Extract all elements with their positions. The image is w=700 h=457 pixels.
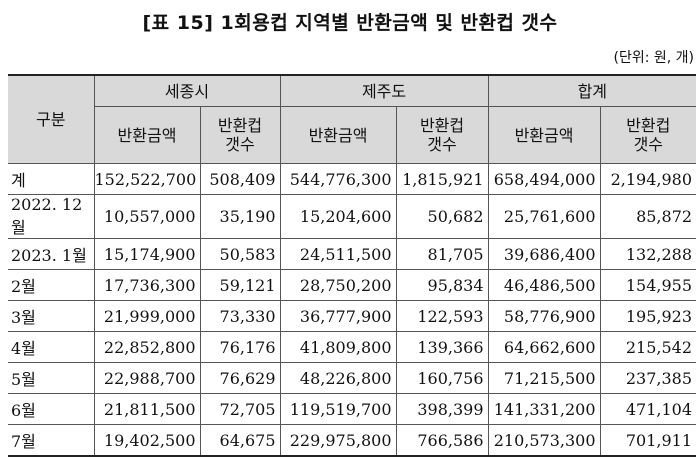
amount-cell: 119,519,700 xyxy=(279,393,397,425)
cup-count-cell: 701,911 xyxy=(599,424,697,457)
amount-cell: 25,761,600 xyxy=(487,194,601,239)
header-cups: 반환컵 갯수 xyxy=(395,106,489,164)
cup-count-cell: 35,190 xyxy=(199,194,281,239)
amount-cell: 41,809,800 xyxy=(279,331,397,363)
amount-cell: 544,776,300 xyxy=(279,163,397,195)
cup-count-cell: 508,409 xyxy=(199,163,281,195)
cup-count-cell: 76,629 xyxy=(199,362,281,394)
cup-count-cell: 73,330 xyxy=(199,300,281,332)
row-label: 7월 xyxy=(8,424,95,457)
amount-cell: 10,557,000 xyxy=(93,194,201,239)
row-label: 3월 xyxy=(8,300,95,332)
header-cups-line2: 갯수 xyxy=(225,135,255,154)
header-cups-line1: 반환컵 xyxy=(626,116,671,135)
amount-cell: 141,331,200 xyxy=(487,393,601,425)
table-row: 6월 21,811,500 72,705 119,519,700 398,399 141,… xyxy=(8,393,697,425)
amount-cell: 17,736,300 xyxy=(93,269,201,301)
cup-count-cell: 81,705 xyxy=(395,238,489,270)
amount-cell: 39,686,400 xyxy=(487,238,601,270)
header-cups-line2: 갯수 xyxy=(633,135,664,154)
amount-cell: 46,486,500 xyxy=(487,269,601,301)
cup-count-cell: 95,834 xyxy=(395,269,489,301)
amount-cell: 15,204,600 xyxy=(279,194,397,239)
amount-cell: 210,573,300 xyxy=(487,424,601,457)
amount-cell: 19,402,500 xyxy=(93,424,201,457)
header-region-sejong: 세종시 xyxy=(93,74,281,107)
cup-count-cell: 766,586 xyxy=(395,424,489,457)
cup-count-cell: 471,104 xyxy=(599,393,697,425)
header-amount: 반환금액 xyxy=(487,106,601,164)
row-label: 5월 xyxy=(8,362,95,394)
unit-note: (단위: 원, 개) xyxy=(613,50,694,66)
row-label: 2022. 12월 xyxy=(8,194,95,239)
cup-count-cell: 85,872 xyxy=(599,194,697,239)
cup-count-cell: 1,815,921 xyxy=(395,163,489,195)
cup-count-cell: 72,705 xyxy=(199,393,281,425)
cup-count-cell: 132,288 xyxy=(599,238,697,270)
row-label: 2023. 1월 xyxy=(8,238,95,270)
cup-count-cell: 215,542 xyxy=(599,331,697,363)
amount-cell: 21,811,500 xyxy=(93,393,201,425)
row-label: 계 xyxy=(8,163,95,195)
amount-cell: 48,226,800 xyxy=(279,362,397,394)
header-category: 구분 xyxy=(8,74,95,164)
row-label: 4월 xyxy=(8,331,95,363)
cup-count-cell: 154,955 xyxy=(599,269,697,301)
table-body: 계 152,522,700 508,409 544,776,300 1,815,921 6… xyxy=(8,163,697,457)
cup-count-cell: 2,194,980 xyxy=(599,163,697,195)
table-row: 4월 22,852,800 76,176 41,809,800 139,366 64,66… xyxy=(8,331,697,363)
return-table: 구분 세종시 제주도 합계 반환금액 반환컵 갯수 반환금액 반환컵 갯수 반환금액… xyxy=(8,74,697,457)
cup-count-cell: 160,756 xyxy=(395,362,489,394)
cup-count-cell: 50,583 xyxy=(199,238,281,270)
cup-count-cell: 237,385 xyxy=(599,362,697,394)
row-label: 2월 xyxy=(8,269,95,301)
table-row: 3월 21,999,000 73,330 36,777,900 122,593 58,77… xyxy=(8,300,697,332)
cup-count-cell: 139,366 xyxy=(395,331,489,363)
amount-cell: 15,174,900 xyxy=(93,238,201,270)
cup-count-cell: 398,399 xyxy=(395,393,489,425)
amount-cell: 28,750,200 xyxy=(279,269,397,301)
header-amount: 반환금액 xyxy=(94,106,201,164)
amount-cell: 24,511,500 xyxy=(279,238,397,270)
amount-cell: 658,494,000 xyxy=(487,163,601,195)
header-cups-line2: 갯수 xyxy=(427,135,457,154)
table-row: 계 152,522,700 508,409 544,776,300 1,815,921 6… xyxy=(8,163,697,195)
table-row: 7월 19,402,500 64,675 229,975,800 766,586 210,… xyxy=(8,424,697,457)
amount-cell: 229,975,800 xyxy=(279,424,397,457)
cup-count-cell: 59,121 xyxy=(199,269,281,301)
table-row: 2월 17,736,300 59,121 28,750,200 95,834 46,486… xyxy=(8,269,697,301)
amount-cell: 22,852,800 xyxy=(93,331,201,363)
cup-count-cell: 76,176 xyxy=(199,331,281,363)
amount-cell: 71,215,500 xyxy=(487,362,601,394)
amount-cell: 36,777,900 xyxy=(279,300,397,332)
table-title: [표 15] 1회용컵 지역별 반환금액 및 반환컵 갯수 xyxy=(142,12,558,34)
header-cups-line1: 반환컵 xyxy=(217,116,263,135)
row-label: 6월 xyxy=(8,393,95,425)
amount-cell: 58,776,900 xyxy=(487,300,601,332)
header-cups-line1: 반환컵 xyxy=(419,116,465,135)
amount-cell: 152,522,700 xyxy=(93,163,201,195)
table-row: 2023. 1월 15,174,900 50,583 24,511,500 81,705… xyxy=(8,238,697,270)
cup-count-cell: 50,682 xyxy=(395,194,489,239)
cup-count-cell: 122,593 xyxy=(395,300,489,332)
header-cups: 반환컵 갯수 xyxy=(599,106,697,164)
amount-cell: 22,988,700 xyxy=(93,362,201,394)
table-row: 2022. 12월 10,557,000 35,190 15,204,600 50,68… xyxy=(8,194,697,239)
header-region-jeju: 제주도 xyxy=(279,74,489,107)
cup-count-cell: 64,675 xyxy=(199,424,281,457)
header-cups: 반환컵 갯수 xyxy=(199,106,281,164)
table-row: 5월 22,988,700 76,629 48,226,800 160,756 71,21… xyxy=(8,362,697,394)
amount-cell: 21,999,000 xyxy=(93,300,201,332)
header-amount: 반환금액 xyxy=(279,106,397,164)
header-region-total: 합계 xyxy=(487,74,697,107)
cup-count-cell: 195,923 xyxy=(599,300,697,332)
amount-cell: 64,662,600 xyxy=(487,331,601,363)
